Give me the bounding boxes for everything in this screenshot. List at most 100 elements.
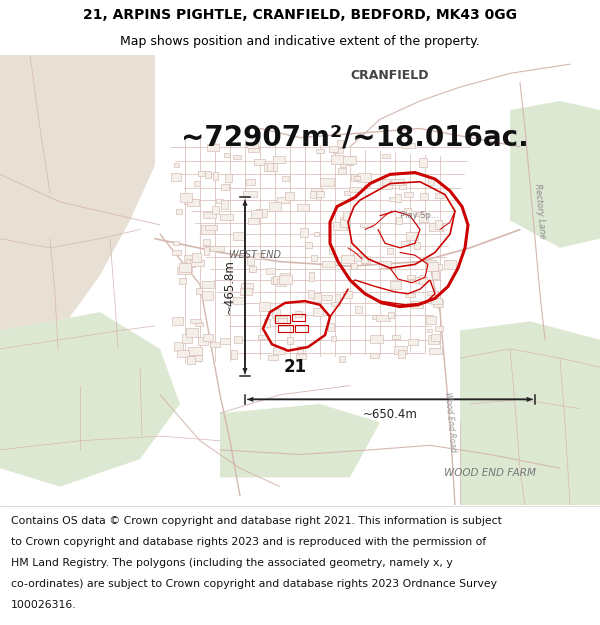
- Polygon shape: [510, 101, 600, 248]
- Bar: [248, 146, 259, 152]
- Bar: [187, 199, 199, 206]
- Text: HM Land Registry. The polygons (including the associated geometry, namely x, y: HM Land Registry. The polygons (includin…: [11, 558, 452, 568]
- Bar: [389, 281, 401, 289]
- Bar: [297, 204, 309, 211]
- Bar: [266, 164, 273, 171]
- Bar: [339, 356, 346, 362]
- Bar: [205, 225, 217, 230]
- Text: WEST END: WEST END: [229, 250, 281, 260]
- Bar: [212, 206, 219, 214]
- Bar: [404, 208, 410, 214]
- Bar: [188, 347, 202, 355]
- Bar: [338, 168, 346, 174]
- Bar: [316, 191, 324, 197]
- Bar: [224, 153, 230, 157]
- Bar: [434, 220, 442, 229]
- Bar: [194, 181, 200, 186]
- Bar: [320, 178, 334, 186]
- Bar: [308, 290, 314, 298]
- Bar: [184, 199, 197, 204]
- Bar: [401, 241, 409, 246]
- Bar: [273, 348, 284, 354]
- Bar: [353, 253, 361, 261]
- Text: to Crown copyright and database rights 2023 and is reproduced with the permissio: to Crown copyright and database rights 2…: [11, 537, 486, 547]
- Bar: [360, 223, 373, 228]
- Bar: [431, 334, 440, 341]
- Bar: [341, 255, 353, 263]
- Bar: [174, 163, 179, 167]
- Bar: [195, 322, 203, 326]
- Bar: [295, 311, 302, 318]
- Bar: [313, 292, 321, 302]
- Bar: [419, 275, 425, 284]
- Bar: [248, 217, 259, 224]
- Text: 100026316.: 100026316.: [11, 600, 76, 610]
- Bar: [314, 232, 319, 236]
- Bar: [331, 302, 340, 306]
- Bar: [241, 283, 253, 290]
- Bar: [202, 291, 213, 300]
- Bar: [389, 198, 398, 201]
- Text: Rectory Lane: Rectory Lane: [533, 183, 547, 239]
- Bar: [311, 255, 317, 261]
- Bar: [254, 253, 263, 259]
- Bar: [444, 260, 456, 269]
- Bar: [232, 350, 236, 359]
- Bar: [329, 146, 338, 152]
- Bar: [173, 241, 179, 245]
- Text: Play Sp...: Play Sp...: [400, 211, 439, 220]
- Bar: [311, 188, 322, 192]
- Bar: [429, 222, 443, 231]
- Bar: [349, 187, 361, 192]
- Bar: [246, 179, 256, 185]
- Bar: [344, 191, 350, 195]
- Bar: [343, 156, 356, 164]
- Text: ~72907m²/~18.016ac.: ~72907m²/~18.016ac.: [181, 124, 529, 152]
- Bar: [305, 242, 312, 248]
- Bar: [358, 174, 371, 182]
- Bar: [258, 335, 266, 339]
- Bar: [425, 261, 436, 266]
- Bar: [382, 185, 392, 189]
- Bar: [199, 337, 208, 345]
- Bar: [428, 335, 439, 344]
- Bar: [406, 232, 418, 240]
- Bar: [220, 338, 230, 344]
- Bar: [340, 219, 349, 227]
- Bar: [418, 278, 425, 282]
- Bar: [240, 288, 252, 295]
- Bar: [370, 352, 379, 358]
- Bar: [328, 323, 334, 331]
- Bar: [376, 316, 391, 321]
- Bar: [414, 242, 420, 249]
- Bar: [351, 263, 356, 269]
- Bar: [334, 222, 347, 230]
- Bar: [297, 346, 304, 353]
- Text: co-ordinates) are subject to Crown copyright and database rights 2023 Ordnance S: co-ordinates) are subject to Crown copyr…: [11, 579, 497, 589]
- Bar: [379, 261, 391, 268]
- Bar: [331, 155, 344, 164]
- Text: Wood End Road: Wood End Road: [443, 392, 457, 452]
- Bar: [431, 264, 442, 270]
- Bar: [213, 172, 218, 181]
- Bar: [186, 259, 195, 268]
- Bar: [296, 354, 305, 359]
- Text: 21, ARPINS PIGHTLE, CRANFIELD, BEDFORD, MK43 0GG: 21, ARPINS PIGHTLE, CRANFIELD, BEDFORD, …: [83, 8, 517, 22]
- Text: Contains OS data © Crown copyright and database right 2021. This information is : Contains OS data © Crown copyright and d…: [11, 516, 502, 526]
- Bar: [217, 199, 223, 203]
- Bar: [259, 302, 271, 311]
- Bar: [234, 336, 242, 342]
- Bar: [201, 226, 215, 234]
- Bar: [337, 139, 343, 147]
- Bar: [287, 338, 293, 344]
- Bar: [190, 319, 202, 323]
- Bar: [415, 212, 423, 216]
- Bar: [411, 301, 422, 309]
- Bar: [203, 239, 210, 245]
- Bar: [322, 261, 335, 267]
- Bar: [221, 184, 229, 190]
- Bar: [427, 329, 432, 332]
- Bar: [187, 356, 196, 364]
- Bar: [395, 194, 401, 202]
- Text: CRANFIELD: CRANFIELD: [351, 69, 429, 82]
